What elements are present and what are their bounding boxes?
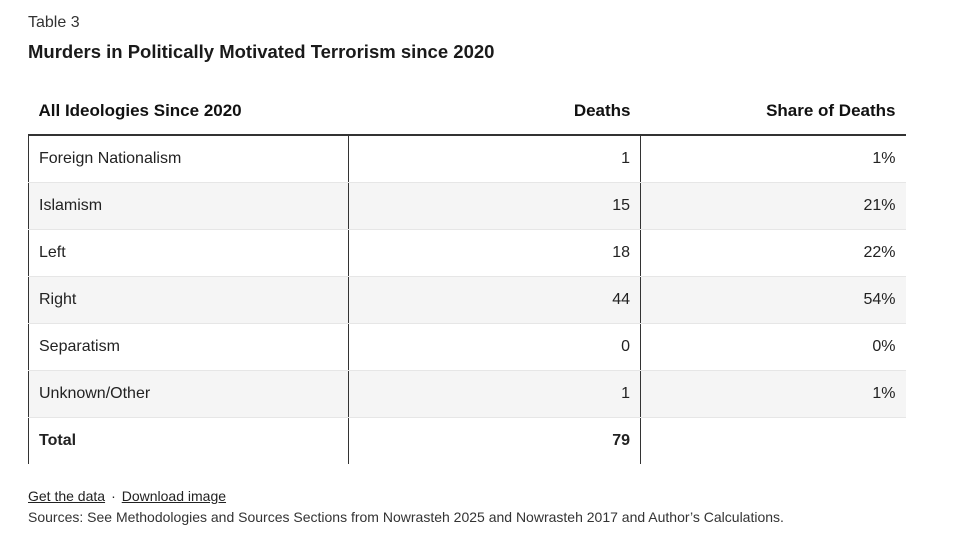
table-row: Islamism 15 21% [28,182,906,230]
ideology-cell: Left [28,229,349,277]
share-cell: 1% [640,135,906,183]
ideology-cell: Foreign Nationalism [28,135,349,183]
column-header-deaths: Deaths [348,88,641,136]
sources-note: Sources: See Methodologies and Sources S… [28,509,784,525]
table-row: Left 18 22% [28,229,906,277]
share-cell: 21% [640,182,906,230]
share-cell: 1% [640,370,906,418]
column-header-share: Share of Deaths [640,88,906,136]
deaths-cell: 18 [348,229,641,277]
total-label-cell: Total [28,417,349,464]
deaths-cell: 15 [348,182,641,230]
share-cell: 54% [640,276,906,324]
total-row: Total 79 [28,417,906,465]
table-title: Murders in Politically Motivated Terrori… [28,41,495,62]
table-row: Foreign Nationalism 1 1% [28,135,906,183]
deaths-cell: 1 [348,135,641,183]
ideology-cell: Separatism [28,323,349,371]
deaths-cell: 0 [348,323,641,371]
deaths-cell: 44 [348,276,641,324]
total-share-cell [641,418,906,465]
column-header-ideology: All Ideologies Since 2020 [28,88,349,136]
link-separator: · [111,488,116,504]
deaths-cell: 1 [348,370,641,418]
ideology-cell: Right [28,276,349,324]
share-cell: 22% [640,229,906,277]
total-deaths-cell: 79 [348,417,641,464]
table-row: Unknown/Other 1 1% [28,370,906,418]
share-cell: 0% [640,323,906,371]
table-number: Table 3 [28,14,80,31]
get-data-link[interactable]: Get the data [28,488,106,504]
ideology-cell: Islamism [28,182,349,230]
header-row: All Ideologies Since 2020 Deaths Share o… [28,88,906,136]
table-row: Right 44 54% [28,276,906,324]
download-image-link[interactable]: Download image [121,488,227,504]
table-row: Separatism 0 0% [28,323,906,371]
ideology-cell: Unknown/Other [28,370,349,418]
data-table: All Ideologies Since 2020 Deaths Share o… [28,88,906,464]
footer-links: Get the data · Download image [28,488,226,504]
